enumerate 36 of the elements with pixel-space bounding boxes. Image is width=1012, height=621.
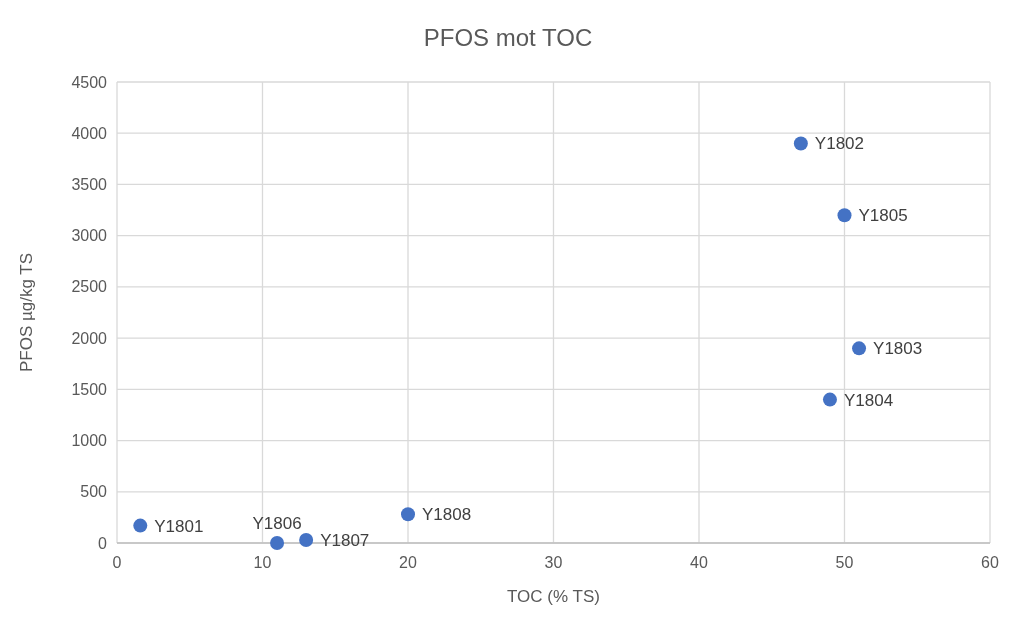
- point: [270, 536, 285, 550]
- y-tick-label: 0: [98, 534, 108, 552]
- point: [299, 532, 314, 547]
- y-tick-label: 3000: [71, 227, 108, 245]
- x-tick-label: 50: [835, 554, 854, 572]
- x-tick-label: 20: [399, 554, 417, 572]
- annotation: Y1805: [858, 206, 908, 226]
- x-tick-label: 10: [253, 554, 272, 572]
- chart-title: PFOS mot TOC: [423, 24, 593, 51]
- x-tick-label: 0: [112, 554, 122, 572]
- y-tick-label: 1500: [71, 380, 108, 398]
- annotation: Y1806: [252, 514, 302, 533]
- annotation: Y1802: [814, 134, 865, 154]
- annotation: Y1803: [873, 339, 923, 359]
- y-tick-label: 4500: [71, 73, 108, 91]
- x-axis-title: TOC (% TS): [507, 587, 600, 606]
- point: [401, 507, 415, 522]
- y-tick-label: 4000: [71, 124, 108, 142]
- x-tick-label: 30: [544, 554, 563, 572]
- annotation: Y1808: [422, 505, 472, 525]
- point: [133, 518, 148, 533]
- y-tick-label: 3500: [71, 176, 108, 194]
- point: [793, 136, 808, 151]
- x-tick-label: 60: [981, 554, 999, 572]
- annotation: Y1807: [320, 530, 370, 550]
- y-tick-label: 1000: [71, 432, 108, 450]
- y-tick-label: 2000: [71, 329, 108, 347]
- annotation: Y1801: [154, 516, 204, 536]
- x-tick-label: 40: [690, 554, 708, 572]
- annotation: Y1804: [843, 390, 894, 410]
- point: [822, 392, 837, 407]
- point: [852, 341, 867, 356]
- y-tick-label: 500: [80, 483, 108, 501]
- point: [837, 208, 852, 223]
- y-axis-title: PFOS µg/kg TS: [17, 252, 36, 373]
- y-tick-label: 2500: [71, 278, 108, 296]
